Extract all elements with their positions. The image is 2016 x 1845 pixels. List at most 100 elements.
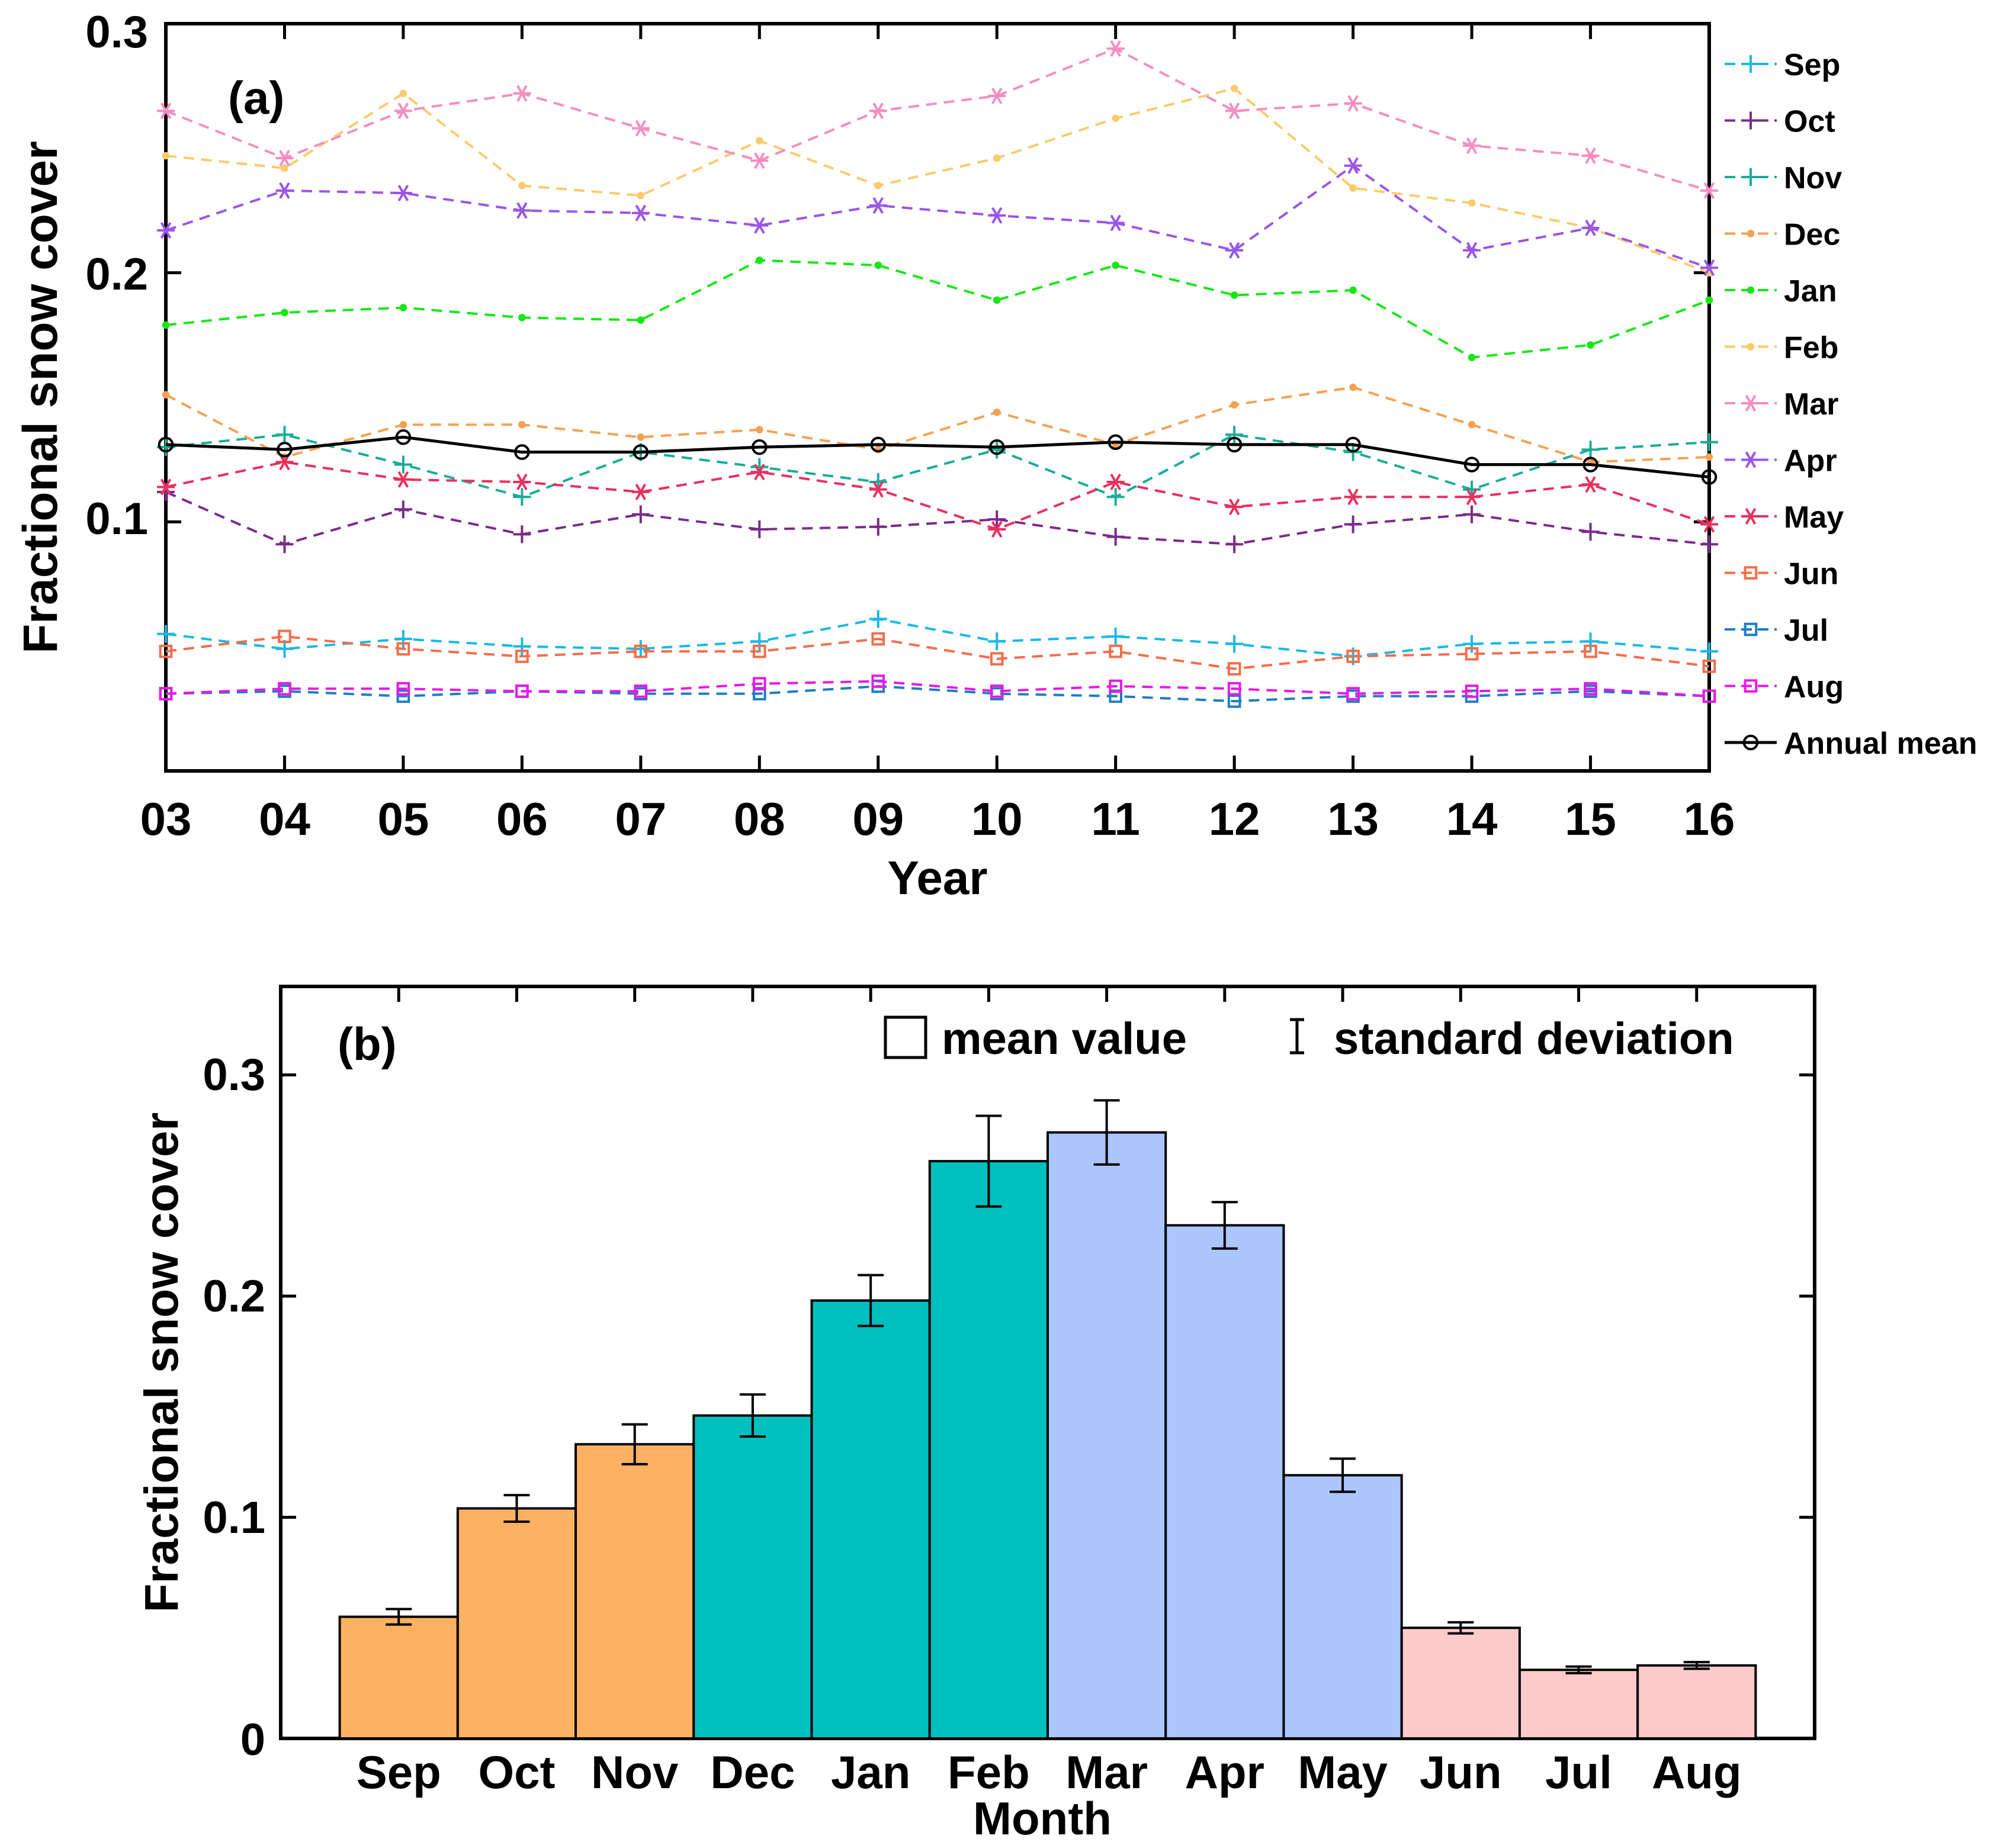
data-point-apr <box>1700 259 1718 277</box>
data-point-may-stroke <box>1585 476 1596 493</box>
data-point-sep <box>1106 627 1125 645</box>
legend-label-feb: Feb <box>1784 331 1838 365</box>
data-point-sep <box>157 625 175 643</box>
bar-aug <box>1636 1664 1757 1740</box>
data-point-feb <box>162 152 170 160</box>
legend-label-jan: Jan <box>1784 274 1837 308</box>
panel-a-x-tick-label: 04 <box>259 793 310 845</box>
data-point-apr <box>275 182 294 199</box>
panel-a-label: (a) <box>228 72 284 124</box>
legend-label-may: May <box>1784 500 1844 535</box>
data-point-may <box>1344 488 1362 506</box>
data-point-apr <box>1463 242 1481 259</box>
panel-a-x-tick-labels: 03 04 05 06 07 08 09 10 11 12 13 14 15 16 <box>140 793 1735 845</box>
data-point-feb-dot <box>1112 114 1119 123</box>
data-point-jun-square <box>1227 662 1241 676</box>
data-point-jan <box>1468 353 1476 361</box>
legend-label-annual-mean: Annual mean <box>1784 727 1978 761</box>
panel-a-y-tick-label: 0.2 <box>85 249 148 300</box>
panel-b-bars <box>338 1131 1757 1740</box>
data-point-jan <box>1349 286 1357 294</box>
legend-entry-jun: Jun <box>1725 557 1838 592</box>
data-point-oct <box>988 510 1006 529</box>
data-point-may-stroke <box>516 474 528 491</box>
series-line-jun <box>165 635 1710 670</box>
data-point-dec-dot <box>1349 383 1357 391</box>
data-point-aug-square <box>634 684 648 698</box>
data-point-mar-stroke <box>1585 147 1596 164</box>
data-point-jun <box>1227 662 1241 676</box>
legend-entry-apr: Apr <box>1725 444 1837 478</box>
data-point-jul-square <box>1227 694 1241 708</box>
data-point-mar-stroke <box>872 102 884 120</box>
data-point-jan <box>756 256 763 264</box>
data-point-may-stroke <box>1466 488 1478 506</box>
data-point-nov <box>275 426 294 444</box>
error-bar-oct <box>503 1494 530 1523</box>
data-point-annual-mean-circle <box>752 439 768 455</box>
bar-apr <box>1164 1224 1285 1740</box>
data-point-aug <box>1346 687 1360 700</box>
data-point-jun-square <box>1109 644 1122 658</box>
data-point-aug-square <box>1465 684 1479 698</box>
data-point-dec-dot <box>1468 420 1476 429</box>
data-point-jun-square <box>515 650 529 663</box>
data-point-sep <box>513 637 531 655</box>
data-point-jun <box>1346 650 1360 663</box>
data-point-apr-stroke <box>635 204 647 221</box>
panel-a-plot-frame <box>164 22 1711 773</box>
data-point-annual-mean-circle <box>1345 436 1361 453</box>
data-point-jun-square <box>990 652 1004 666</box>
data-point-dec <box>399 420 407 429</box>
data-point-may-stroke <box>1347 488 1359 506</box>
data-point-mar <box>157 102 175 120</box>
data-point-aug-square <box>990 684 1004 698</box>
legend-label-nov: Nov <box>1784 161 1842 195</box>
data-point-may-stroke <box>397 471 409 488</box>
panel-b-y-tick-labels: 0 0.1 0.2 0.3 <box>203 1050 265 1765</box>
data-point-nov <box>1106 488 1125 506</box>
series-line-jan <box>165 259 1710 359</box>
legend-marker-sep <box>1742 55 1760 73</box>
data-point-annual-mean-circle <box>277 442 293 458</box>
data-point-mar <box>513 85 531 102</box>
legend-marker-aug-square <box>1744 679 1758 693</box>
legend-entry-sep: Sep <box>1725 48 1840 82</box>
panel-b-bar-chart: 0 0.1 0.2 0.3 Sep Oct Nov Dec Jan Feb Mar Apr Ma… <box>135 985 1816 1844</box>
data-point-may <box>275 454 294 471</box>
data-point-jun-square <box>1346 650 1360 663</box>
panel-a-x-tick-label: 06 <box>496 793 548 845</box>
panel-b-x-tick-label: Jul <box>1545 1746 1612 1798</box>
error-bar-jan <box>858 1274 884 1328</box>
data-point-annual-mean-circle <box>870 436 887 453</box>
data-point-dec-dot <box>1230 401 1238 409</box>
legend-marker-nov <box>1742 168 1760 186</box>
data-point-nov <box>1581 441 1600 459</box>
data-point-may <box>1581 476 1600 493</box>
data-point-apr <box>869 197 887 214</box>
data-point-may <box>394 471 412 488</box>
data-point-mar <box>1225 102 1244 120</box>
data-point-annual-mean <box>870 436 887 453</box>
data-point-annual-mean <box>514 444 530 460</box>
mean-value-legend-label: mean value <box>942 1014 1187 1064</box>
data-point-apr-stroke <box>1347 157 1359 174</box>
data-point-dec-dot <box>637 433 645 441</box>
data-point-apr-stroke <box>991 207 1003 224</box>
data-point-mar <box>869 102 887 120</box>
data-point-annual-mean-circle <box>158 436 174 453</box>
data-point-jun-square <box>1702 660 1716 673</box>
data-point-annual-mean <box>1345 436 1361 453</box>
data-point-annual-mean-circle <box>988 439 1005 455</box>
bar-jun <box>1400 1627 1521 1740</box>
error-bar-jun <box>1447 1621 1474 1635</box>
data-point-aug <box>1702 689 1716 703</box>
panel-b-x-tick-label: Nov <box>591 1746 679 1798</box>
data-point-aug <box>159 687 173 700</box>
legend-label-dec: Dec <box>1784 218 1840 252</box>
data-point-feb <box>1230 85 1238 92</box>
data-point-feb-dot <box>1349 184 1357 192</box>
data-point-oct <box>1463 505 1481 523</box>
data-point-jun <box>871 632 885 646</box>
data-point-jun-square <box>1465 647 1479 661</box>
